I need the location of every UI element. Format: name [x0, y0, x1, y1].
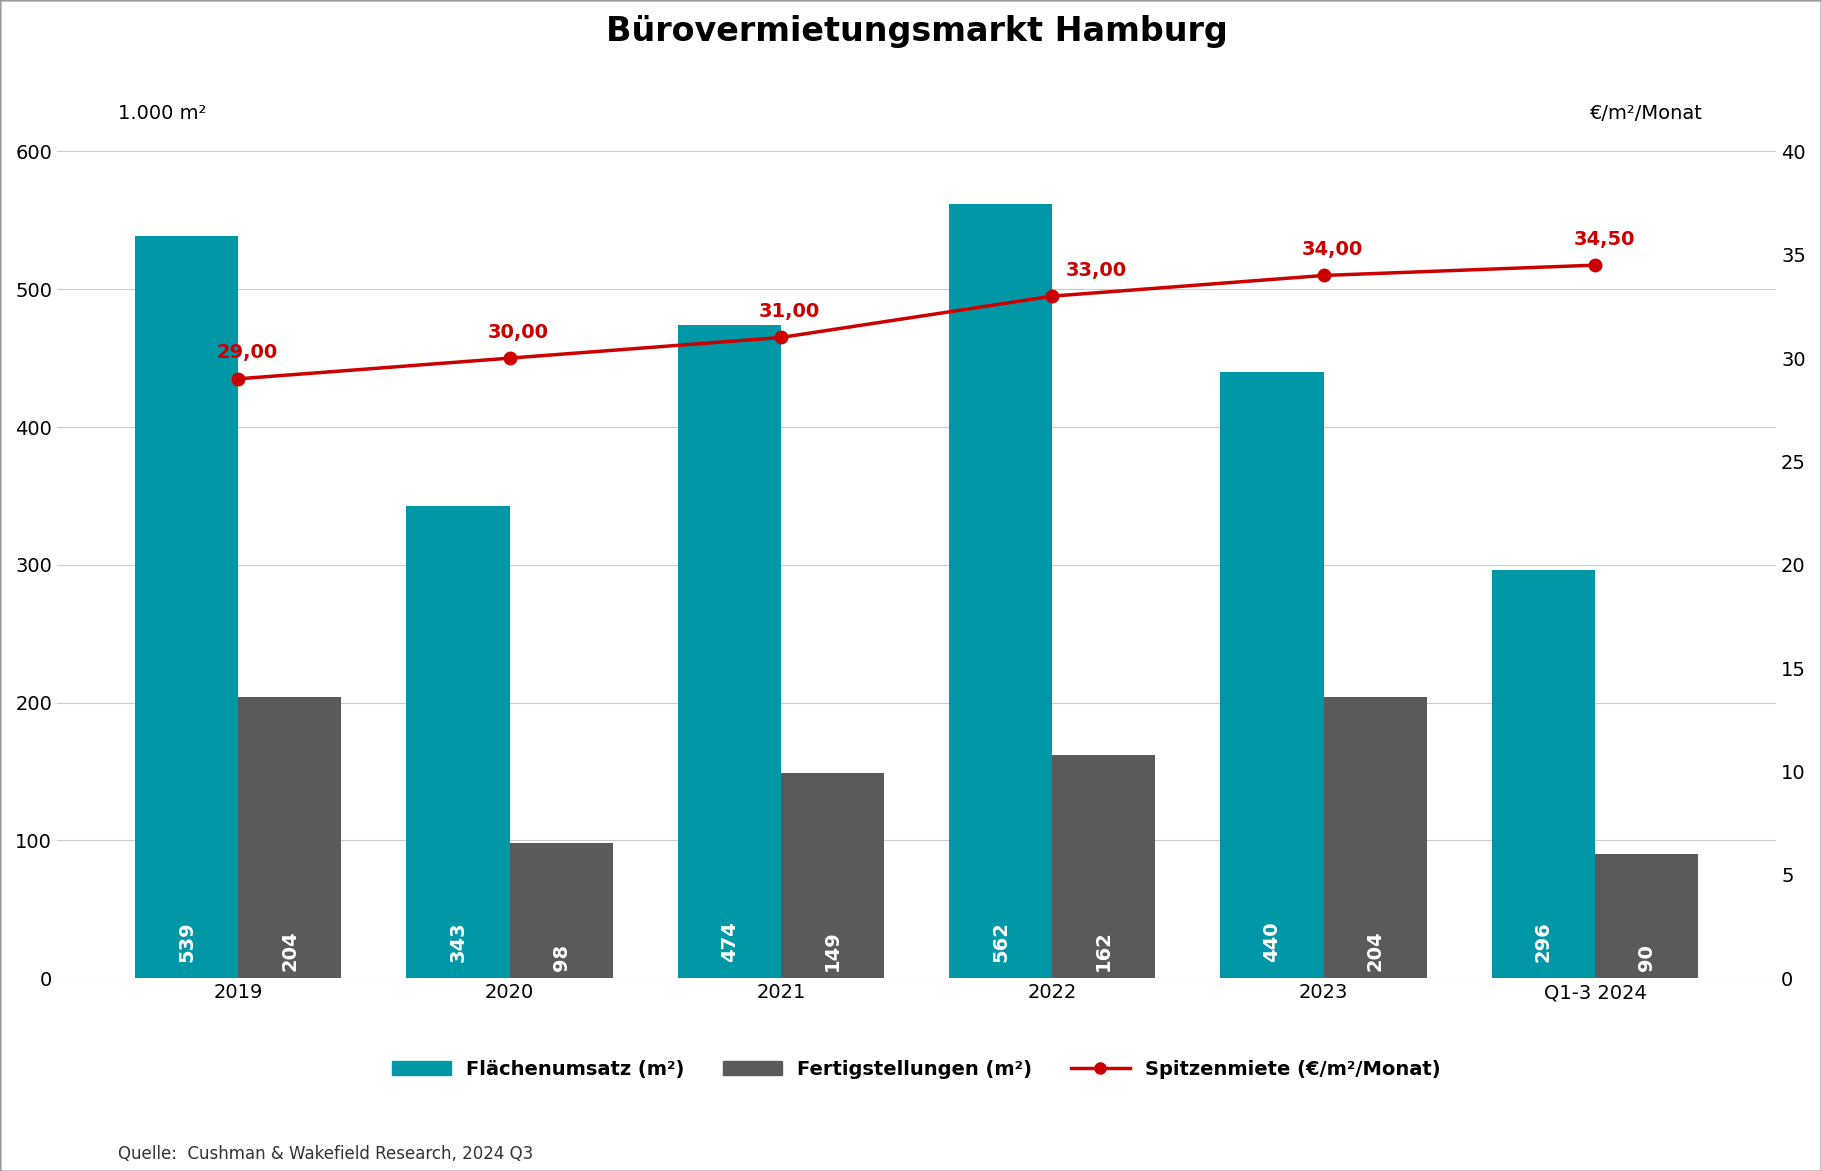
Text: 29,00: 29,00 — [217, 343, 277, 362]
Bar — [781, 773, 883, 978]
Text: 30,00: 30,00 — [488, 323, 548, 342]
Text: 34,00: 34,00 — [1302, 240, 1364, 259]
Text: 98: 98 — [552, 944, 570, 972]
Bar — [1324, 697, 1426, 978]
Text: 440: 440 — [1262, 922, 1282, 961]
Text: 1.000 m²: 1.000 m² — [118, 104, 208, 123]
Title: Bürovermietungsmarkt Hamburg: Bürovermietungsmarkt Hamburg — [606, 15, 1227, 48]
Text: 343: 343 — [448, 922, 468, 961]
Bar — [949, 204, 1053, 978]
Text: 34,50: 34,50 — [1573, 230, 1635, 248]
Bar — [1220, 372, 1324, 978]
Text: 539: 539 — [177, 922, 197, 961]
Text: 474: 474 — [719, 920, 739, 961]
Text: Quelle:  Cushman & Wakefield Research, 2024 Q3: Quelle: Cushman & Wakefield Research, 20… — [118, 1145, 534, 1163]
Bar — [239, 697, 341, 978]
Text: 162: 162 — [1094, 931, 1113, 972]
Bar — [1595, 854, 1699, 978]
Bar — [1053, 755, 1155, 978]
Text: 149: 149 — [823, 931, 841, 972]
Text: €/m²/Monat: €/m²/Monat — [1590, 104, 1703, 123]
Bar — [135, 235, 239, 978]
Text: 90: 90 — [1637, 945, 1655, 972]
Bar — [510, 843, 612, 978]
Bar — [1491, 570, 1595, 978]
Text: 33,00: 33,00 — [1065, 261, 1127, 280]
Text: 204: 204 — [280, 931, 299, 972]
Text: 204: 204 — [1366, 931, 1384, 972]
Bar — [677, 326, 781, 978]
Legend: Flächenumsatz (m²), Fertigstellungen (m²), Spitzenmiete (€/m²/Monat): Flächenumsatz (m²), Fertigstellungen (m²… — [384, 1053, 1448, 1087]
Text: 562: 562 — [991, 920, 1011, 961]
Bar — [406, 506, 510, 978]
Text: 31,00: 31,00 — [759, 302, 821, 321]
Text: 296: 296 — [1533, 920, 1553, 961]
